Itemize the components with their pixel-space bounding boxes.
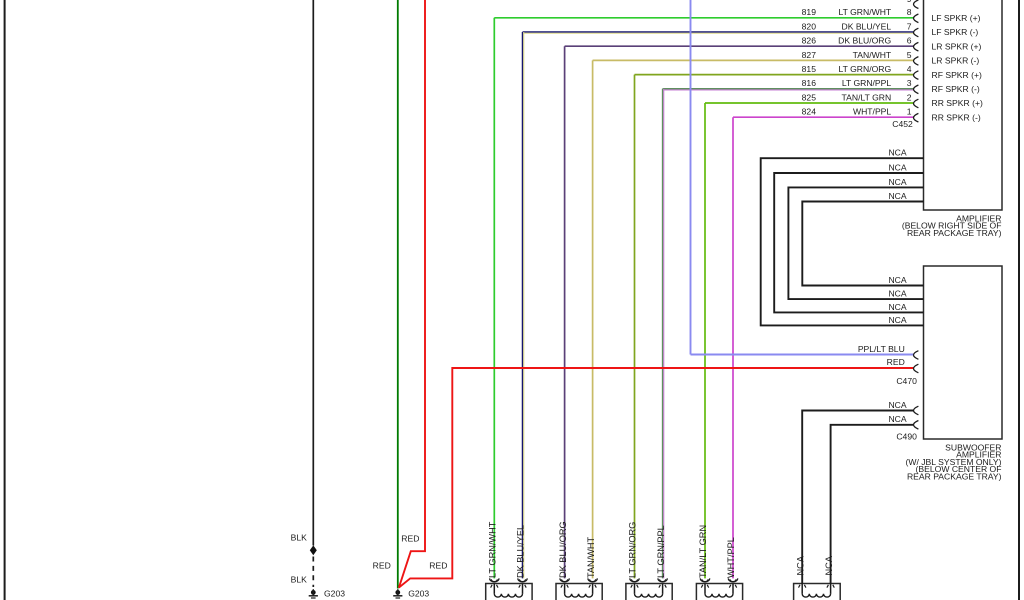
svg-text:REAR PACKAGE TRAY): REAR PACKAGE TRAY) — [907, 228, 1002, 238]
svg-text:RED: RED — [887, 357, 905, 367]
svg-text:LR SPKR (+): LR SPKR (+) — [932, 41, 982, 51]
svg-text:NCA: NCA — [888, 289, 906, 299]
svg-text:(W/ JBL SYSTEM ONLY): (W/ JBL SYSTEM ONLY) — [906, 457, 1002, 467]
svg-text:REAR PACKAGE TRAY): REAR PACKAGE TRAY) — [907, 471, 1002, 481]
svg-text:4: 4 — [907, 64, 912, 74]
svg-text:LF SPKR (+): LF SPKR (+) — [932, 13, 981, 23]
svg-text:BLK: BLK — [291, 575, 308, 585]
svg-text:RED: RED — [429, 561, 447, 571]
svg-text:C470: C470 — [896, 376, 917, 386]
svg-text:LT GRN/WHT: LT GRN/WHT — [488, 521, 498, 578]
svg-text:RF SPKR (-): RF SPKR (-) — [932, 84, 980, 94]
svg-text:(BELOW RIGHT SIDE OF: (BELOW RIGHT SIDE OF — [902, 221, 1002, 231]
svg-text:NCA: NCA — [888, 275, 906, 285]
svg-text:TAN/WHT: TAN/WHT — [586, 536, 596, 578]
svg-text:LT GRN/WHT: LT GRN/WHT — [839, 7, 892, 17]
svg-text:PPL/LT BLU: PPL/LT BLU — [858, 344, 905, 354]
svg-text:SUBWOOFER: SUBWOOFER — [945, 443, 1001, 453]
svg-text:BLK: BLK — [291, 533, 308, 543]
svg-text:8: 8 — [907, 7, 912, 17]
svg-text:DK BLU/ORG: DK BLU/ORG — [558, 521, 568, 578]
svg-text:NCA: NCA — [888, 400, 906, 410]
svg-text:TAN/LT GRN: TAN/LT GRN — [698, 525, 708, 578]
svg-text:LT GRN/ORG: LT GRN/ORG — [839, 64, 892, 74]
svg-text:827: 827 — [802, 50, 817, 60]
svg-text:TAN/WHT: TAN/WHT — [853, 50, 892, 60]
svg-text:6: 6 — [907, 36, 912, 46]
svg-text:NCA: NCA — [795, 555, 805, 575]
svg-text:AMPLIFIER: AMPLIFIER — [956, 450, 1001, 460]
svg-text:816: 816 — [802, 78, 817, 88]
svg-text:C452: C452 — [892, 119, 913, 129]
svg-text:RF SPKR (+): RF SPKR (+) — [932, 70, 983, 80]
svg-text:RED: RED — [401, 533, 419, 543]
svg-text:815: 815 — [802, 64, 817, 74]
svg-text:NCA: NCA — [888, 414, 906, 424]
svg-text:DK BLU/ORG: DK BLU/ORG — [838, 36, 891, 46]
svg-text:G203: G203 — [408, 589, 429, 599]
svg-text:820: 820 — [802, 21, 817, 31]
svg-text:AMPLIFIER: AMPLIFIER — [956, 214, 1001, 224]
svg-text:NCA: NCA — [888, 315, 906, 325]
svg-text:3: 3 — [907, 78, 912, 88]
svg-text:RR SPKR (+): RR SPKR (+) — [932, 98, 983, 108]
svg-text:DK BLU/YEL: DK BLU/YEL — [516, 525, 526, 578]
svg-text:LR SPKR (-): LR SPKR (-) — [932, 56, 980, 66]
svg-text:DK BLU/YEL: DK BLU/YEL — [842, 21, 892, 31]
svg-text:NCA: NCA — [824, 555, 834, 575]
svg-text:825: 825 — [802, 92, 817, 102]
svg-text:NCA: NCA — [888, 177, 906, 187]
svg-text:LT GRN/ORG: LT GRN/ORG — [628, 522, 638, 578]
svg-text:LT GRN/PPL: LT GRN/PPL — [656, 525, 666, 578]
svg-text:WHT/PPL: WHT/PPL — [853, 107, 891, 117]
svg-text:LF SPKR (-): LF SPKR (-) — [932, 27, 979, 37]
svg-text:NCA: NCA — [888, 191, 906, 201]
svg-text:NCA: NCA — [888, 148, 906, 158]
svg-text:5: 5 — [907, 50, 912, 60]
svg-text:LT GRN/PPL: LT GRN/PPL — [842, 78, 892, 88]
svg-text:9: 9 — [907, 0, 912, 4]
svg-text:2: 2 — [907, 92, 912, 102]
svg-text:NCA: NCA — [888, 162, 906, 172]
svg-text:C490: C490 — [896, 432, 917, 442]
svg-text:(BELOW CENTER OF: (BELOW CENTER OF — [916, 464, 1002, 474]
svg-text:WHT/PPL: WHT/PPL — [726, 537, 736, 578]
svg-text:824: 824 — [802, 107, 817, 117]
svg-text:1: 1 — [907, 107, 912, 117]
svg-text:7: 7 — [907, 21, 912, 31]
svg-text:TAN/LT GRN: TAN/LT GRN — [842, 92, 892, 102]
svg-text:G203: G203 — [324, 589, 345, 599]
svg-text:RR SPKR (-): RR SPKR (-) — [932, 112, 981, 122]
svg-text:826: 826 — [802, 36, 817, 46]
svg-text:NCA: NCA — [888, 302, 906, 312]
svg-text:RED: RED — [373, 561, 391, 571]
svg-text:819: 819 — [802, 7, 817, 17]
